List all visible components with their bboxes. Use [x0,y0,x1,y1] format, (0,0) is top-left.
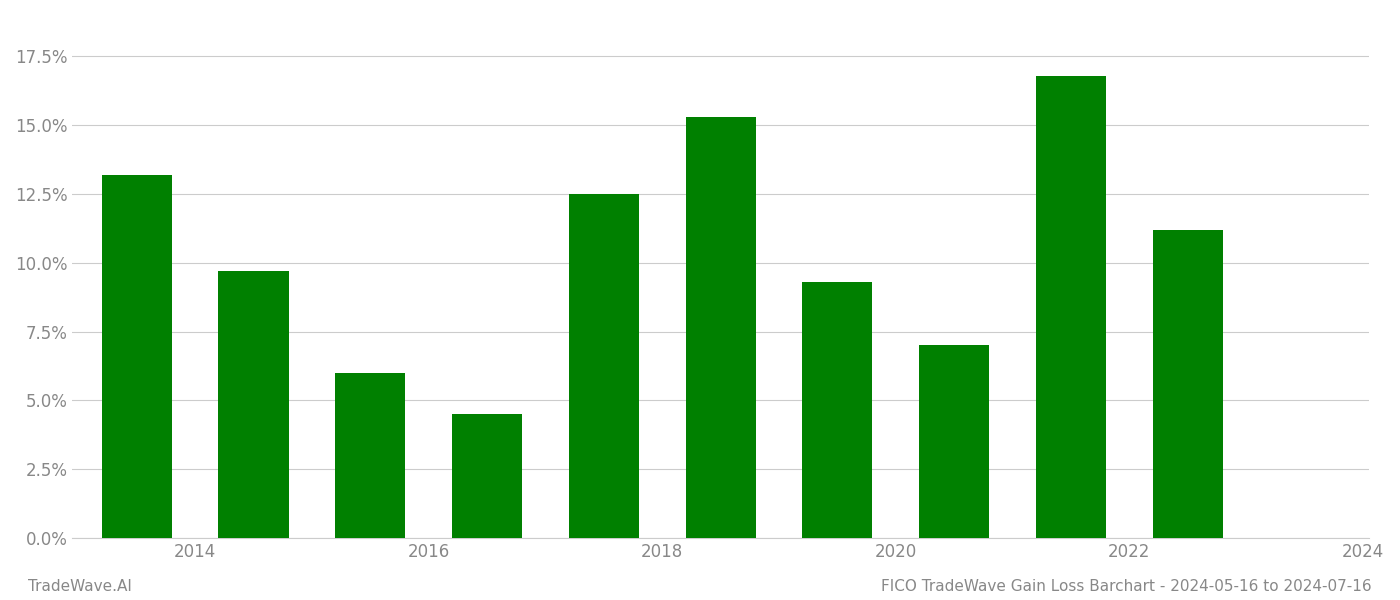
Bar [802,282,872,538]
Bar [686,117,756,538]
Bar [335,373,406,538]
Bar [102,175,172,538]
Bar [920,346,990,538]
Text: FICO TradeWave Gain Loss Barchart - 2024-05-16 to 2024-07-16: FICO TradeWave Gain Loss Barchart - 2024… [882,579,1372,594]
Text: TradeWave.AI: TradeWave.AI [28,579,132,594]
Bar [1036,76,1106,538]
Bar [452,414,522,538]
Bar [568,194,638,538]
Bar [1152,230,1222,538]
Bar [218,271,288,538]
